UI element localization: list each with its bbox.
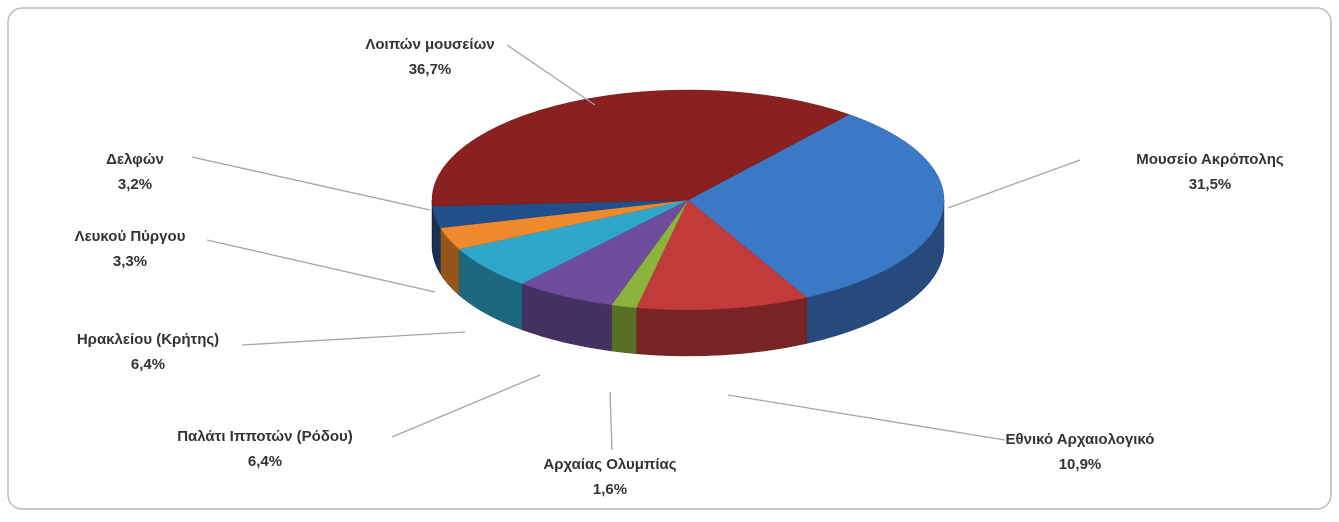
slice-value: 1,6%: [593, 481, 627, 498]
slice-label: Λευκού Πύργου: [75, 228, 186, 245]
slice-label: Λοιπών μουσείων: [365, 36, 494, 53]
slice-label: Παλάτι Ιπποτών (Ρόδου): [177, 428, 353, 445]
slice-label: Αρχαίας Ολυμπίας: [543, 456, 676, 473]
slice-label: Δελφών: [106, 151, 164, 168]
slice-value: 10,9%: [1059, 456, 1102, 473]
slice-value: 3,3%: [113, 253, 147, 270]
slice-value: 3,2%: [118, 176, 152, 193]
slice-value: 6,4%: [131, 356, 165, 373]
slice-value: 6,4%: [248, 453, 282, 470]
slice-value: 36,7%: [409, 61, 452, 78]
slice-label: Εθνικό Αρχαιολογικό: [1006, 431, 1155, 448]
slice-label: Ηρακλείου (Κρήτης): [77, 331, 219, 348]
pie-side: [611, 305, 636, 354]
slice-value: 31,5%: [1189, 176, 1232, 193]
slice-label: Μουσείο Ακρόπολης: [1136, 151, 1284, 168]
